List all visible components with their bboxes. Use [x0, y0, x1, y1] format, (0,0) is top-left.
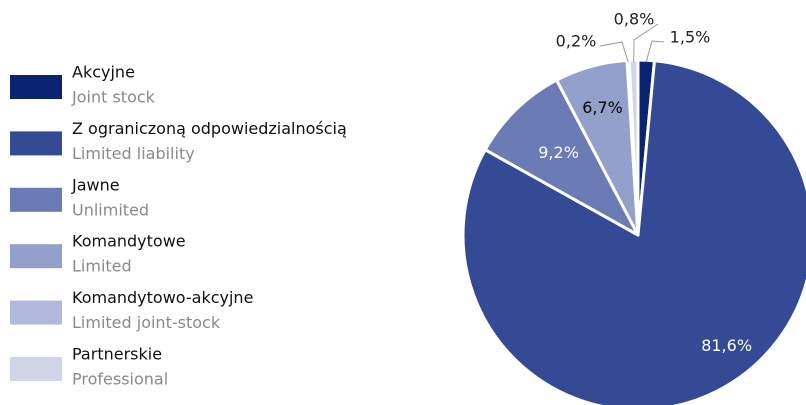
legend-sublabel: Limited liability [72, 144, 195, 163]
leader-line [645, 40, 665, 63]
data-label: 81,6% [701, 336, 752, 355]
pie-slice [483, 78, 640, 237]
legend-sublabel: Unlimited [72, 200, 149, 219]
legend-swatch [10, 244, 62, 269]
data-label: 0,8% [614, 10, 655, 29]
leader-line [633, 23, 659, 63]
legend-swatch [10, 300, 62, 325]
data-label: 6,7% [582, 98, 623, 117]
legend-label: Partnerskie [72, 345, 162, 364]
legend-label: Komandytowo-akcyjne [72, 288, 253, 307]
legend-label: Jawne [71, 175, 120, 194]
legend-label: Akcyjne [72, 63, 135, 82]
pie-slice [461, 59, 806, 405]
legend-label: Z ograniczoną odpowiedzialnością [72, 119, 347, 138]
legend-swatch [10, 357, 62, 381]
leader-line [599, 41, 629, 63]
legend-sublabel: Professional [72, 370, 168, 389]
data-label: 0,2% [556, 32, 597, 51]
legend-sublabel: Joint stock [71, 88, 156, 107]
data-label: 9,2% [538, 143, 579, 162]
legend-swatch [10, 187, 62, 212]
legend-sublabel: Limited [72, 257, 132, 276]
legend-swatch [10, 131, 62, 156]
legend-sublabel: Limited joint-stock [72, 313, 221, 332]
data-label: 1,5% [670, 28, 711, 47]
legend-swatch [10, 75, 62, 99]
legend-label: Komandytowe [72, 232, 186, 251]
